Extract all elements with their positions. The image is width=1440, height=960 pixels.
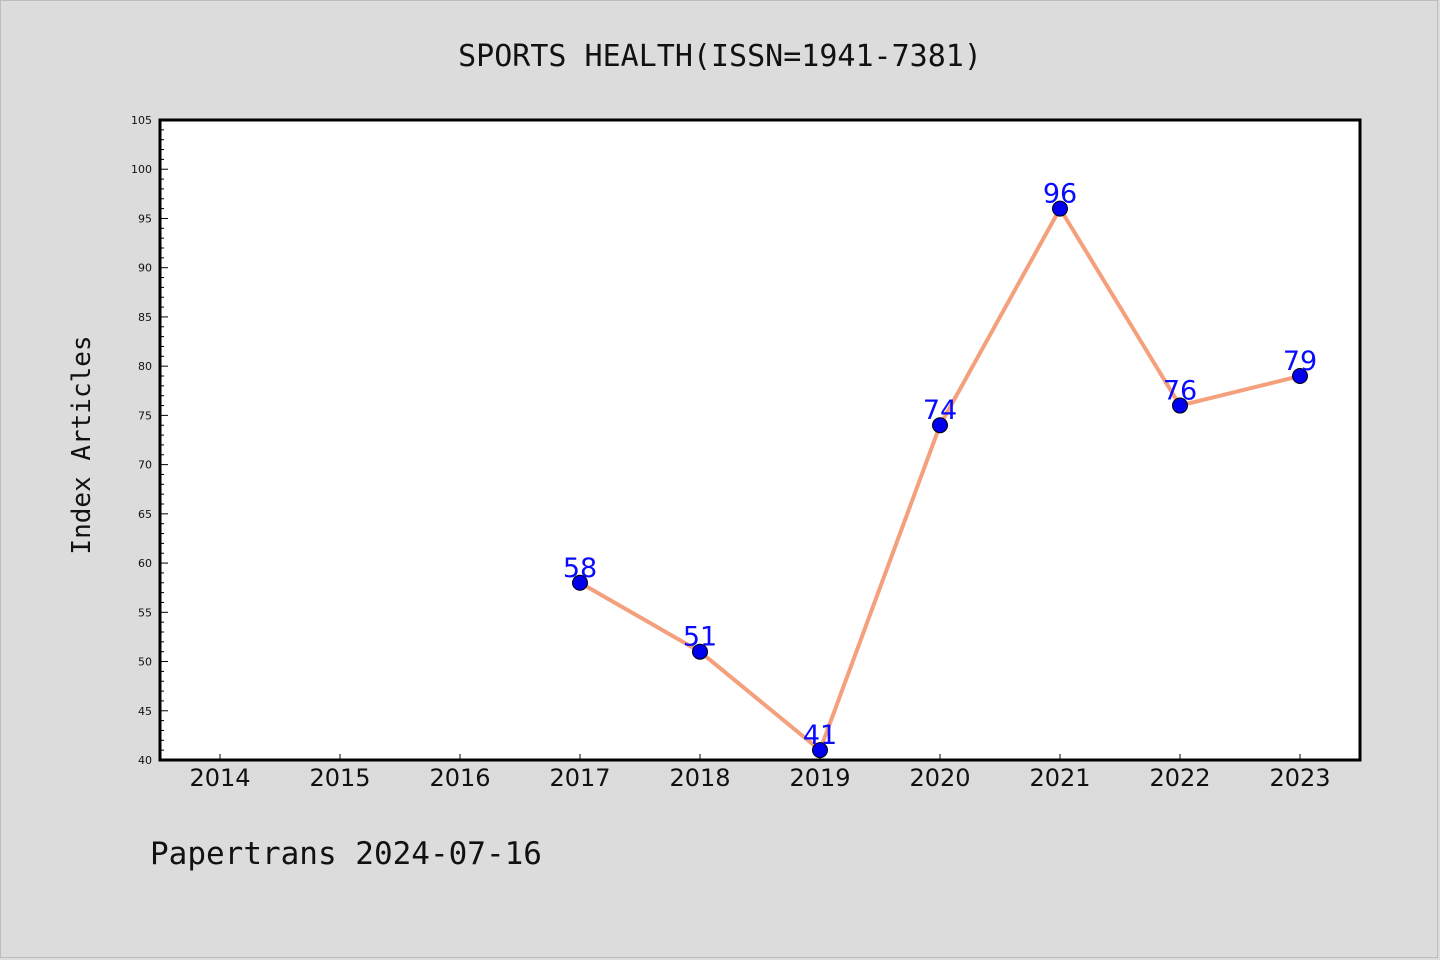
y-tick-label: 60 [138, 557, 152, 570]
x-tick-label: 2021 [1029, 764, 1090, 792]
plot-area [160, 120, 1360, 760]
y-tick-label: 55 [138, 606, 152, 619]
footer-text: Papertrans 2024-07-16 [150, 836, 542, 872]
y-tick-label: 95 [138, 212, 152, 225]
x-tick-label: 2016 [429, 764, 490, 792]
data-point [572, 574, 588, 591]
data-point [1172, 397, 1188, 414]
y-tick-label: 85 [138, 311, 152, 324]
data-label: 41 [803, 720, 837, 751]
y-tick-label: 105 [131, 114, 152, 127]
x-tick-label: 2017 [549, 764, 610, 792]
y-tick-label: 100 [131, 163, 152, 176]
x-tick-label: 2018 [669, 764, 730, 792]
y-tick-label: 50 [138, 656, 152, 669]
x-tick-label: 2023 [1269, 764, 1330, 792]
x-tick-label: 2020 [909, 764, 970, 792]
data-point [812, 742, 828, 759]
data-label: 58 [563, 553, 597, 584]
y-tick-label: 65 [138, 508, 152, 521]
y-tick-label: 45 [138, 705, 152, 718]
y-tick-label: 40 [138, 754, 152, 767]
series-line: 58 51 41 74 96 76 79 [563, 179, 1317, 759]
x-axis: 2014 2015 2016 2017 2018 2019 2020 2021 2022 2023 [189, 754, 1331, 792]
y-tick-label: 90 [138, 262, 152, 275]
data-label: 96 [1043, 179, 1077, 210]
data-label: 74 [923, 395, 957, 426]
data-label: 51 [683, 622, 717, 653]
data-point [692, 643, 708, 660]
x-tick-label: 2014 [189, 764, 250, 792]
data-point [1052, 200, 1068, 217]
x-tick-label: 2015 [309, 764, 370, 792]
data-label: 79 [1283, 346, 1317, 377]
y-tick-label: 75 [138, 409, 152, 422]
data-point [1292, 368, 1308, 384]
x-tick-label: 2022 [1149, 764, 1210, 792]
y-tick-label: 80 [138, 360, 152, 373]
plot-border [158, 118, 1362, 762]
y-axis-label: Index Articles [67, 335, 97, 554]
data-label: 76 [1163, 376, 1197, 407]
x-tick-label: 2019 [789, 764, 850, 792]
chart-title: SPORTS HEALTH(ISSN=1941-7381) [458, 39, 982, 74]
data-point [932, 417, 948, 434]
y-tick-label: 70 [138, 459, 152, 472]
